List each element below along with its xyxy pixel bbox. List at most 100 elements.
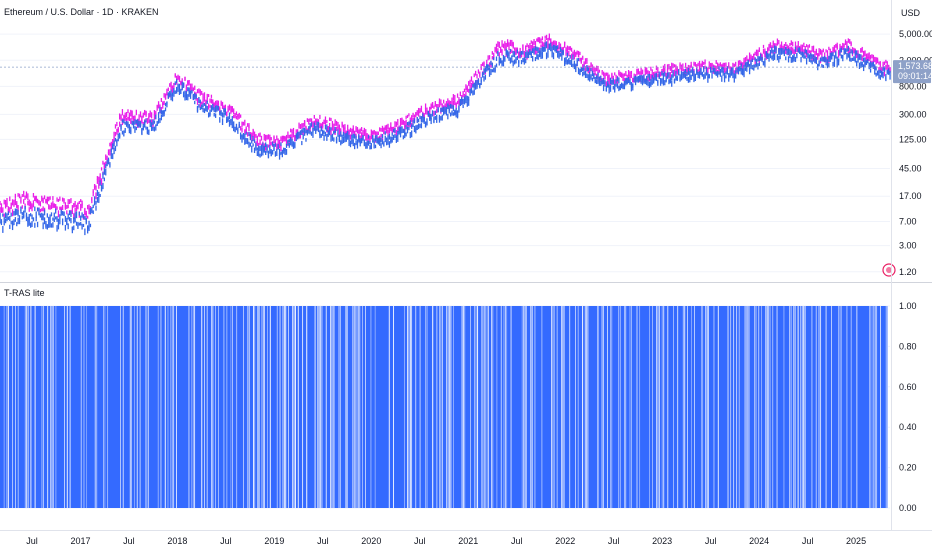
indicator-bar-gap: [503, 306, 505, 508]
lower-series-mark: [370, 143, 372, 150]
upper-series-mark: [387, 123, 389, 130]
lower-series-mark: [64, 215, 67, 222]
upper-series-mark: [707, 68, 709, 76]
lower-series-mark: [726, 66, 728, 72]
upper-series-mark: [412, 112, 414, 118]
price-axis[interactable]: USD 5,000.002,000.00800.00300.00125.0045…: [891, 0, 932, 530]
lower-series-mark: [0, 219, 3, 224]
upper-series-mark: [370, 134, 372, 140]
indicator-title[interactable]: T-RAS lite: [4, 288, 45, 298]
symbol-title[interactable]: Ethereum / U.S. Dollar · 1D · KRAKEN: [4, 7, 159, 17]
upper-series-mark: [228, 104, 231, 109]
lower-series-mark: [533, 48, 535, 55]
indicator-bar-gap: [765, 306, 767, 508]
indicator-bar-gap: [563, 306, 565, 508]
lower-series-mark: [342, 131, 345, 137]
upper-series-mark: [91, 196, 93, 201]
upper-series-mark: [803, 49, 805, 54]
upper-series-mark: [538, 37, 541, 44]
lower-series-mark: [740, 68, 742, 75]
lower-series-mark: [758, 62, 760, 67]
lower-series-mark: [93, 196, 96, 202]
indicator-tick-label: 0.80: [899, 341, 917, 351]
upper-series-mark: [787, 45, 790, 51]
lower-series-mark: [646, 78, 648, 86]
lower-series-mark: [550, 42, 552, 46]
upper-series-mark: [582, 64, 584, 71]
indicator-bar-gap: [167, 306, 169, 508]
lower-series-mark: [231, 116, 233, 122]
upper-series-mark: [319, 114, 321, 120]
lower-series-mark: [50, 212, 53, 217]
lower-series-mark: [856, 60, 858, 67]
lower-series-mark: [729, 70, 731, 76]
price-tick-label: 17.00: [899, 191, 922, 201]
upper-series-mark: [582, 55, 584, 60]
lower-series-mark: [686, 71, 688, 77]
price-panel[interactable]: Ethereum / U.S. Dollar · 1D · KRAKEN: [0, 7, 896, 277]
lower-series-mark: [39, 213, 42, 217]
lower-series-mark: [689, 75, 691, 83]
lower-series-mark: [589, 76, 591, 82]
lower-series-mark: [735, 70, 737, 74]
lower-series-mark: [818, 62, 820, 67]
upper-series-mark: [13, 199, 15, 205]
lower-series-mark: [608, 86, 610, 94]
indicator-bar-gap: [206, 306, 208, 508]
lower-series-mark: [671, 74, 673, 81]
upper-series-mark: [469, 84, 471, 91]
lower-series-mark: [767, 53, 769, 58]
upper-series-mark: [66, 204, 68, 209]
upper-series-mark: [203, 97, 206, 102]
lower-series-mark: [152, 119, 154, 126]
upper-series-mark: [342, 124, 345, 130]
upper-series-mark: [525, 46, 527, 52]
indicator-bar-gap: [282, 306, 284, 508]
upper-series-mark: [438, 101, 441, 108]
upper-series-mark: [313, 114, 315, 119]
lower-series-mark: [406, 126, 409, 134]
upper-series-mark: [662, 69, 665, 73]
indicator-bar-gap: [43, 306, 44, 508]
lower-series-mark: [825, 57, 827, 61]
lower-series-mark: [666, 75, 669, 79]
indicator-bar-gap: [492, 306, 494, 508]
lower-series-mark: [120, 124, 122, 131]
upper-series-mark: [239, 126, 242, 131]
upper-series-mark: [433, 110, 435, 116]
lower-series-mark: [348, 140, 350, 146]
upper-series-mark: [591, 67, 594, 71]
indicator-bar-gap: [730, 306, 732, 508]
time-axis[interactable]: Jul 2017 Jul 2018 Jul 2019 Jul 2020 Jul 2021 Jul 20…: [0, 530, 932, 547]
lower-series-mark: [783, 50, 786, 57]
lower-series-mark: [565, 57, 567, 65]
lower-series-mark: [198, 104, 200, 108]
upper-series-mark: [93, 184, 96, 190]
lower-series-mark: [330, 134, 332, 142]
upper-series-mark: [716, 62, 719, 69]
currency-label[interactable]: USD: [901, 8, 921, 18]
indicator-panel[interactable]: T-RAS lite: [0, 288, 890, 509]
lower-series-mark: [412, 120, 414, 124]
lower-series-mark: [18, 215, 21, 222]
price-events-icon[interactable]: [882, 263, 896, 277]
lower-series-mark: [508, 51, 510, 57]
lower-series-mark: [671, 80, 673, 87]
lower-series-mark: [559, 53, 562, 57]
upper-series-mark: [338, 124, 341, 129]
lower-series-mark: [285, 149, 288, 155]
upper-series-mark: [602, 71, 605, 77]
lower-series-mark: [95, 205, 97, 211]
upper-series-mark: [390, 125, 392, 132]
lower-series-mark: [244, 138, 246, 145]
lower-series-mark: [443, 106, 445, 114]
lower-series-mark: [195, 95, 197, 100]
lower-series-mark: [488, 70, 491, 77]
upper-series-mark: [552, 40, 555, 48]
upper-series-mark: [545, 34, 548, 41]
lower-series-mark: [694, 76, 697, 81]
lower-series-mark: [43, 217, 46, 225]
lower-series-mark: [497, 51, 499, 57]
upper-series-mark: [11, 199, 14, 206]
lower-series-mark: [113, 147, 115, 155]
